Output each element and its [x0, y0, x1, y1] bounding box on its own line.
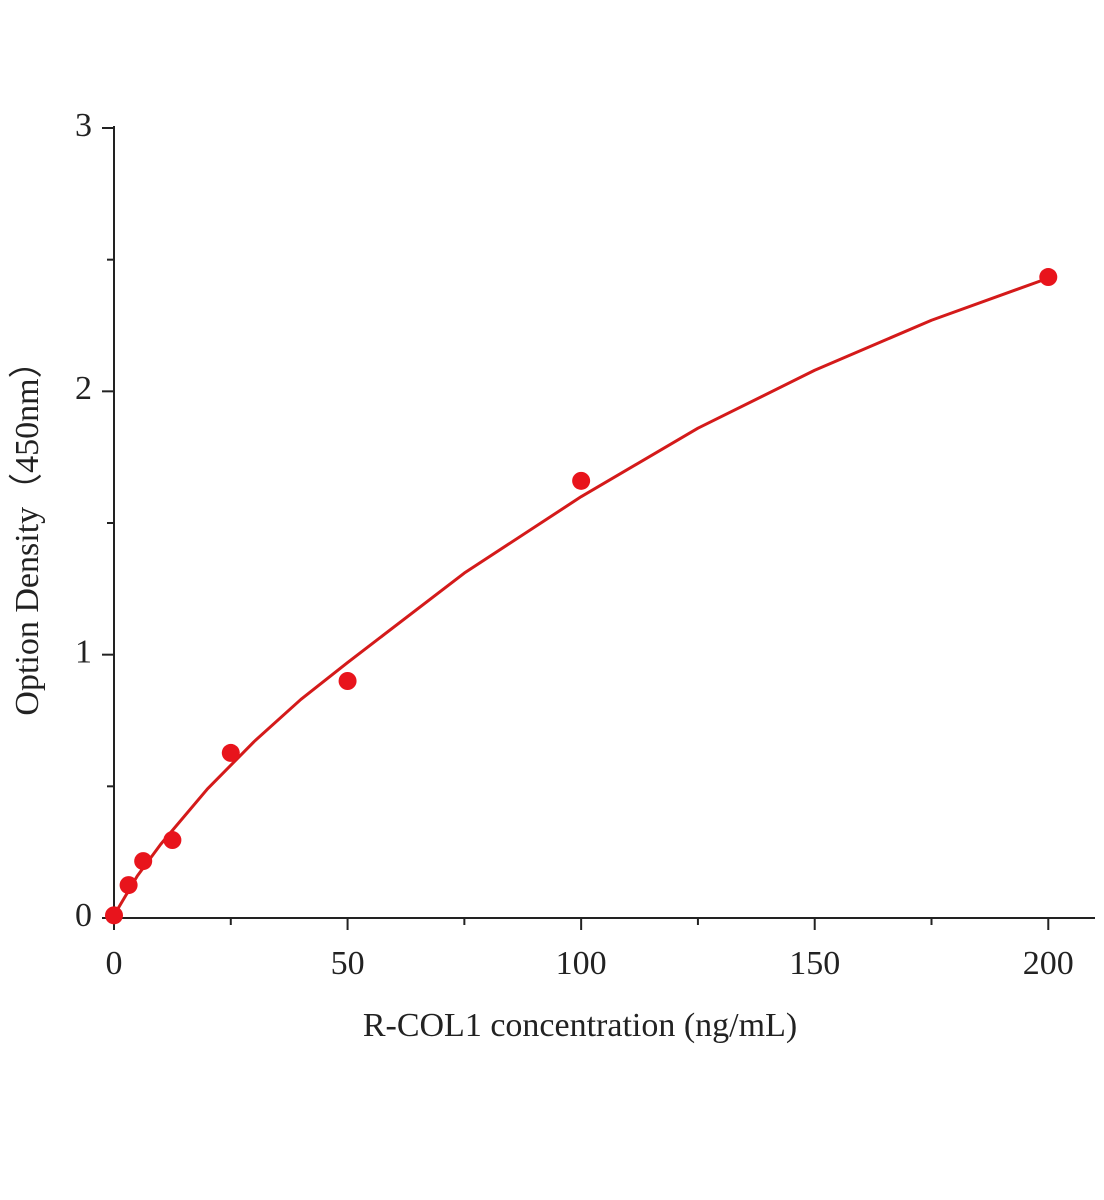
fit-curve: [112, 276, 1049, 917]
x-axis-label: R-COL1 concentration (ng/mL): [363, 1007, 797, 1044]
x-tick-label: 0: [106, 945, 123, 982]
x-tick-label: 200: [1023, 945, 1074, 982]
data-point: [163, 831, 182, 850]
y-tick-label: 1: [75, 633, 92, 670]
x-tick-label: 50: [331, 945, 365, 982]
y-tick-label: 2: [75, 370, 92, 407]
x-tick-label: 150: [789, 945, 840, 982]
data-point: [134, 852, 153, 871]
data-point: [1039, 268, 1058, 287]
data-point: [338, 672, 357, 690]
y-axis-label: Option Density（450nm）: [8, 344, 46, 715]
data-point: [572, 471, 591, 490]
x-tick-label: 100: [556, 945, 607, 982]
y-tick-label: 3: [75, 107, 92, 144]
data-point: [221, 743, 240, 762]
data-point: [119, 876, 138, 895]
y-tick-label: 0: [75, 897, 92, 934]
data-point: [105, 906, 123, 925]
